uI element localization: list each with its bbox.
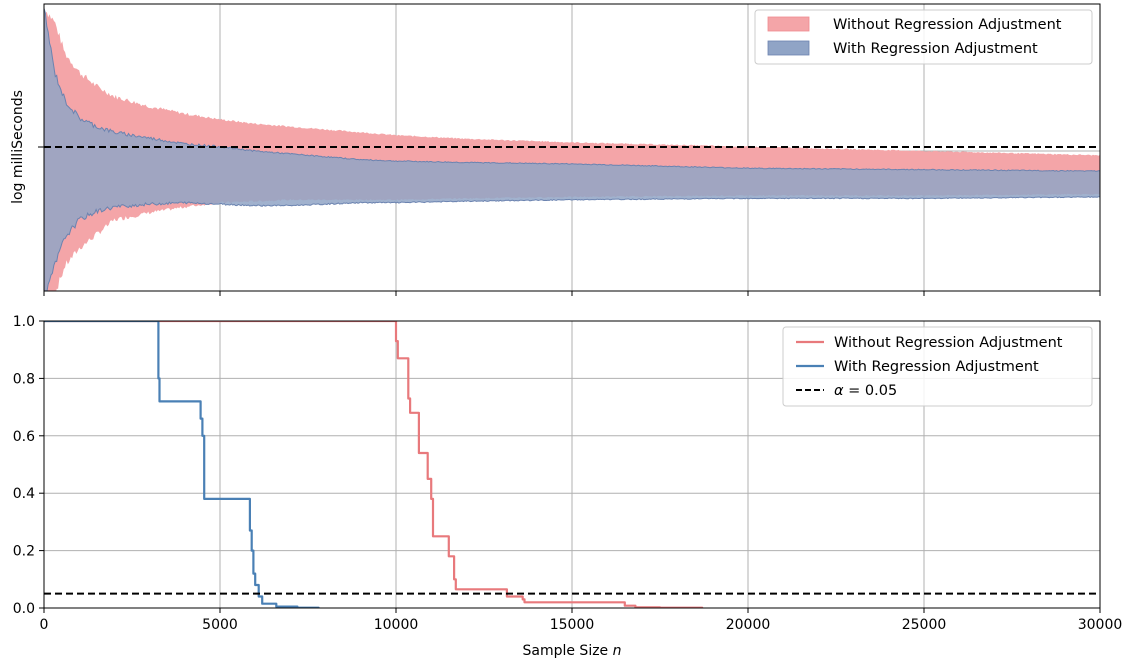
x-tick-label: 5000 [202, 617, 238, 633]
x-tick-label: 20000 [726, 617, 771, 633]
band-without-regression [44, 7, 1100, 291]
y-tick-label: 1.0 [13, 314, 35, 330]
top-legend-label-without: Without Regression Adjustment [833, 17, 1062, 33]
alpha-value: = 0.05 [848, 383, 897, 399]
bottom-legend-box [782, 326, 1093, 407]
x-axis-label-variable: n [613, 643, 622, 659]
x-axis-label-text: Sample Size [522, 643, 608, 659]
bottom-legend-label-with: With Regression Adjustment [834, 359, 1039, 375]
y-tick-label: 0.4 [13, 486, 35, 502]
y-tick-label: 0.8 [13, 371, 35, 387]
top-x-ticks [43, 291, 1101, 296]
top-panel: log milliSeconds Without Regression Adju… [10, 3, 1101, 296]
band-with-regression-edge [44, 8, 1100, 291]
x-tick-label: 30000 [1078, 617, 1123, 633]
bottom-x-axis-label: Sample Size n [522, 643, 621, 659]
bottom-y-ticks: 0.0 0.2 0.4 0.6 0.8 1.0 [13, 314, 44, 617]
alpha-symbol: α [834, 383, 844, 399]
y-tick-label: 0.6 [13, 429, 35, 445]
bottom-legend: Without Regression Adjustment With Regre… [782, 326, 1093, 407]
y-tick-label: 0.2 [13, 544, 35, 560]
bottom-legend-label-alpha: α = 0.05 [834, 383, 897, 399]
top-legend: Without Regression Adjustment With Regre… [754, 9, 1093, 65]
line-with-regression [44, 321, 320, 608]
x-tick-label: 15000 [550, 617, 595, 633]
bottom-x-ticks: 0 5000 10000 15000 20000 25000 30000 [40, 608, 1123, 633]
line-without-regression [44, 321, 704, 608]
x-tick-label: 25000 [902, 617, 947, 633]
top-legend-swatch-with [767, 40, 810, 56]
top-legend-box [754, 9, 1093, 65]
bottom-panel: 0 5000 10000 15000 20000 25000 30000 0.0 0.2 0.4… [13, 314, 1123, 659]
x-tick-label: 0 [40, 617, 49, 633]
top-y-axis-label: log milliSeconds [10, 90, 26, 204]
bottom-legend-label-without: Without Regression Adjustment [834, 335, 1063, 351]
top-legend-swatch-without [767, 16, 810, 32]
x-tick-label: 10000 [374, 617, 419, 633]
top-legend-label-with: With Regression Adjustment [833, 41, 1038, 57]
y-tick-label: 0.0 [13, 601, 35, 617]
